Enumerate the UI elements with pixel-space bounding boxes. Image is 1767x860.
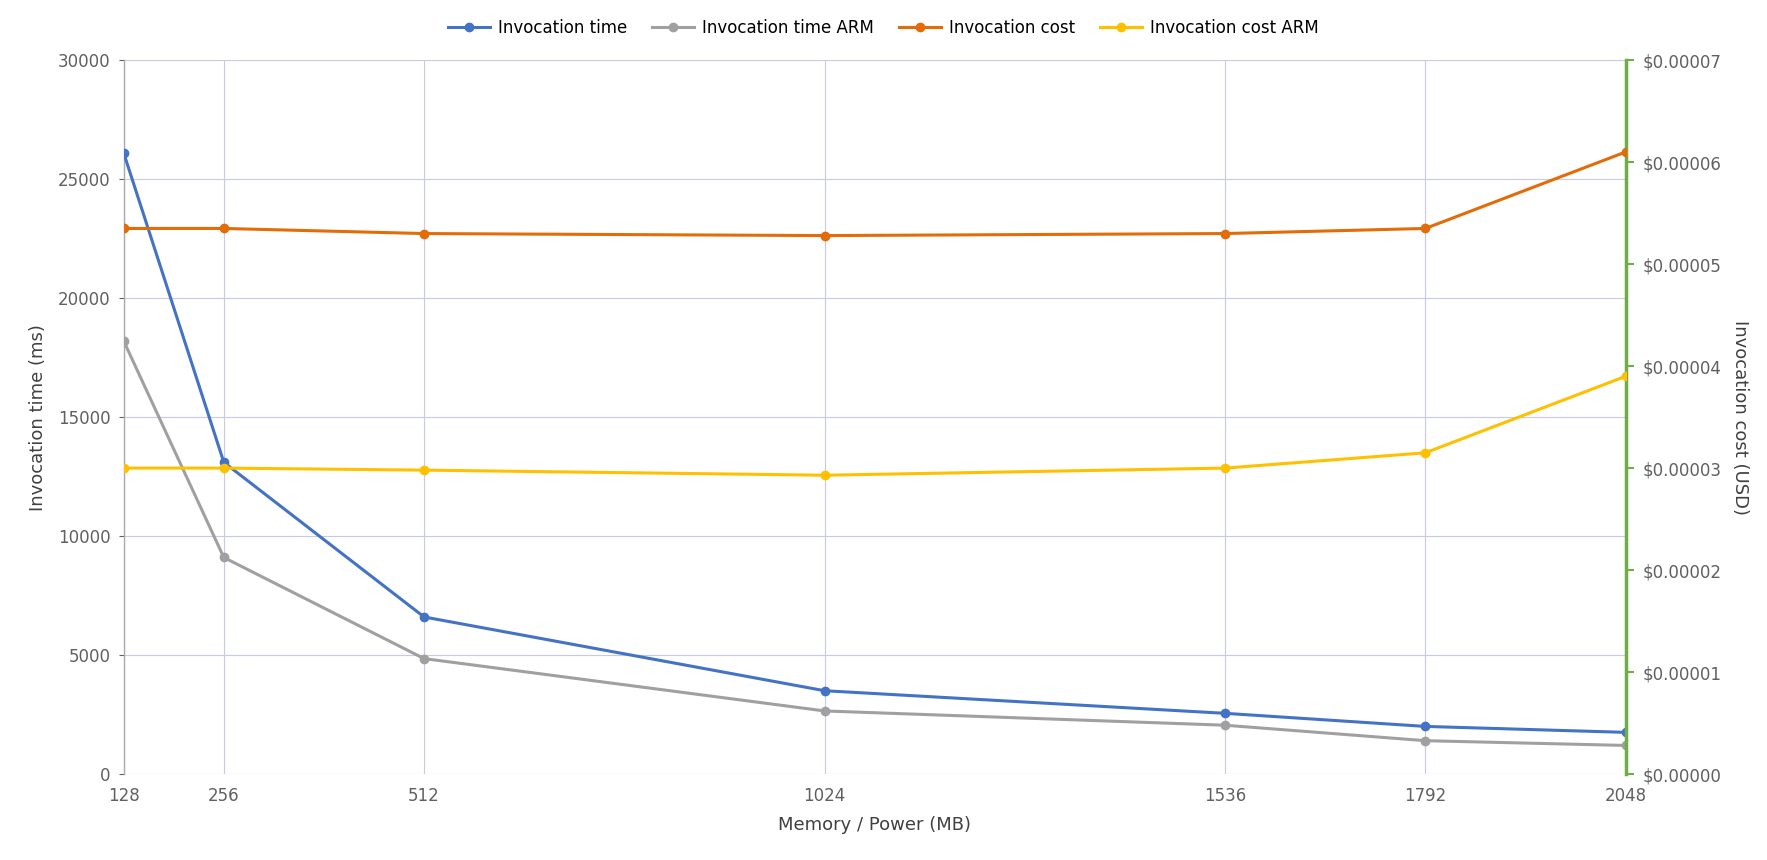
Invocation cost: [214, 224, 235, 234]
Invocation cost ARM: [113, 463, 134, 473]
Y-axis label: Invocation time (ms): Invocation time (ms): [28, 323, 46, 511]
Line: Invocation cost: Invocation cost: [120, 148, 1629, 240]
Line: Invocation time: Invocation time: [120, 149, 1629, 736]
Invocation cost ARM: [214, 463, 235, 473]
Invocation time ARM: [1615, 740, 1636, 751]
Invocation cost: [1415, 224, 1437, 234]
X-axis label: Memory / Power (MB): Memory / Power (MB): [777, 816, 972, 834]
Y-axis label: Invocation cost (USD): Invocation cost (USD): [1732, 320, 1749, 514]
Invocation time ARM: [113, 335, 134, 346]
Legend: Invocation time, Invocation time ARM, Invocation cost, Invocation cost ARM: Invocation time, Invocation time ARM, In…: [442, 13, 1325, 44]
Invocation cost ARM: [1615, 372, 1636, 382]
Invocation time: [113, 148, 134, 158]
Invocation cost: [1615, 147, 1636, 157]
Invocation time ARM: [214, 552, 235, 562]
Line: Invocation cost ARM: Invocation cost ARM: [120, 372, 1629, 479]
Invocation time: [413, 611, 435, 622]
Invocation cost: [815, 230, 836, 241]
Invocation time: [214, 458, 235, 468]
Invocation cost ARM: [413, 465, 435, 476]
Invocation time: [1214, 708, 1235, 718]
Invocation time ARM: [413, 654, 435, 664]
Invocation cost: [413, 229, 435, 239]
Line: Invocation time ARM: Invocation time ARM: [120, 337, 1629, 750]
Invocation time: [1415, 722, 1437, 732]
Invocation cost ARM: [815, 470, 836, 481]
Invocation cost: [1214, 229, 1235, 239]
Invocation time: [1615, 728, 1636, 738]
Invocation time: [815, 685, 836, 696]
Invocation time ARM: [1415, 735, 1437, 746]
Invocation time ARM: [815, 706, 836, 716]
Invocation cost ARM: [1214, 463, 1235, 473]
Invocation cost ARM: [1415, 447, 1437, 458]
Invocation time ARM: [1214, 720, 1235, 730]
Invocation cost: [113, 224, 134, 234]
